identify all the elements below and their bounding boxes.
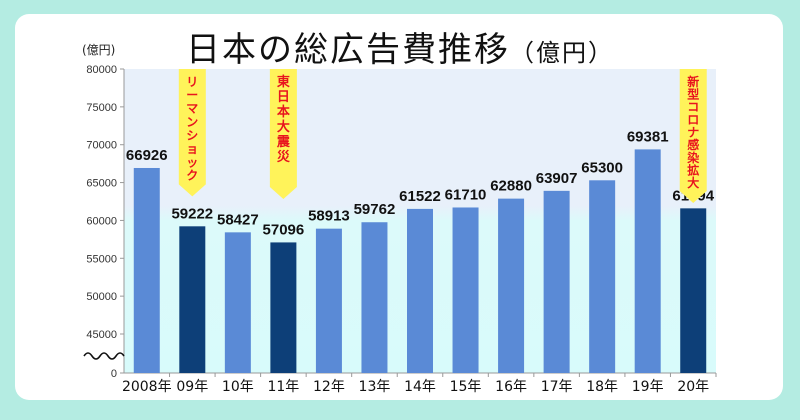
x-tick-label: 20年 (677, 379, 709, 395)
x-tick-label: 10年 (222, 379, 254, 395)
bar (361, 222, 388, 373)
data-label: 61522 (399, 188, 441, 205)
y-tick-label: 60000 (86, 215, 117, 227)
data-label: 58427 (217, 211, 259, 228)
bar (270, 242, 297, 373)
bar (589, 180, 616, 373)
axis-break-icon (83, 352, 125, 360)
bar (680, 208, 707, 373)
y-tick-label: 75000 (86, 102, 117, 114)
x-tick-label: 17年 (541, 379, 573, 395)
annotation-text: 新型コロナ感染拡大 (686, 74, 700, 190)
data-label: 59762 (354, 201, 396, 218)
x-tick-label: 19年 (632, 379, 664, 395)
bar (634, 149, 661, 373)
data-label: 59222 (171, 205, 213, 222)
chart-title-text: 日本の総広告費推移 (186, 30, 510, 70)
x-tick-label: 14年 (404, 379, 436, 395)
x-tick-label: 12年 (313, 379, 345, 395)
data-label: 61710 (445, 186, 487, 203)
x-tick-label: 18年 (586, 379, 618, 395)
y-tick-label: 0 (111, 368, 117, 380)
annotation-arrow (679, 69, 707, 203)
y-tick-label: 65000 (86, 178, 117, 190)
bar (179, 226, 206, 373)
y-tick-label: 55000 (86, 253, 117, 265)
y-tick-label: 45000 (86, 329, 117, 341)
x-tick-label: 2008年 (122, 379, 172, 395)
annotation-text: リーマンショック (186, 75, 198, 183)
x-tick-label: 09年 (176, 379, 208, 395)
x-tick-label: 11年 (267, 379, 299, 395)
bar (315, 228, 342, 373)
bar (452, 207, 479, 373)
data-label: 65300 (581, 159, 623, 176)
data-label: 57096 (263, 221, 305, 238)
data-label: 63907 (536, 170, 578, 187)
bar (543, 190, 570, 373)
bar (133, 167, 160, 373)
y-tick-label: 80000 (86, 64, 117, 76)
annotation-arrow (178, 69, 206, 197)
annotation-text: 東日本大震災 (276, 74, 291, 165)
bar (498, 198, 525, 373)
x-tick-label: 13年 (359, 379, 391, 395)
y-tick-label: 70000 (86, 140, 117, 152)
bar (224, 232, 251, 373)
x-tick-label: 16年 (495, 379, 527, 395)
bar (407, 208, 433, 373)
y-axis-label: (億円) (82, 43, 116, 57)
data-label: 62880 (490, 178, 532, 195)
y-tick-label: 50000 (86, 291, 117, 303)
x-tick-label: 15年 (450, 379, 482, 395)
chart-title: 日本の総広告費推移（億円） (0, 22, 800, 71)
annotation-arrow (269, 69, 297, 199)
data-label: 58913 (308, 208, 350, 225)
data-label: 69381 (627, 128, 669, 145)
data-label: 66926 (126, 147, 168, 164)
chart-title-unit: （億円） (510, 39, 614, 67)
